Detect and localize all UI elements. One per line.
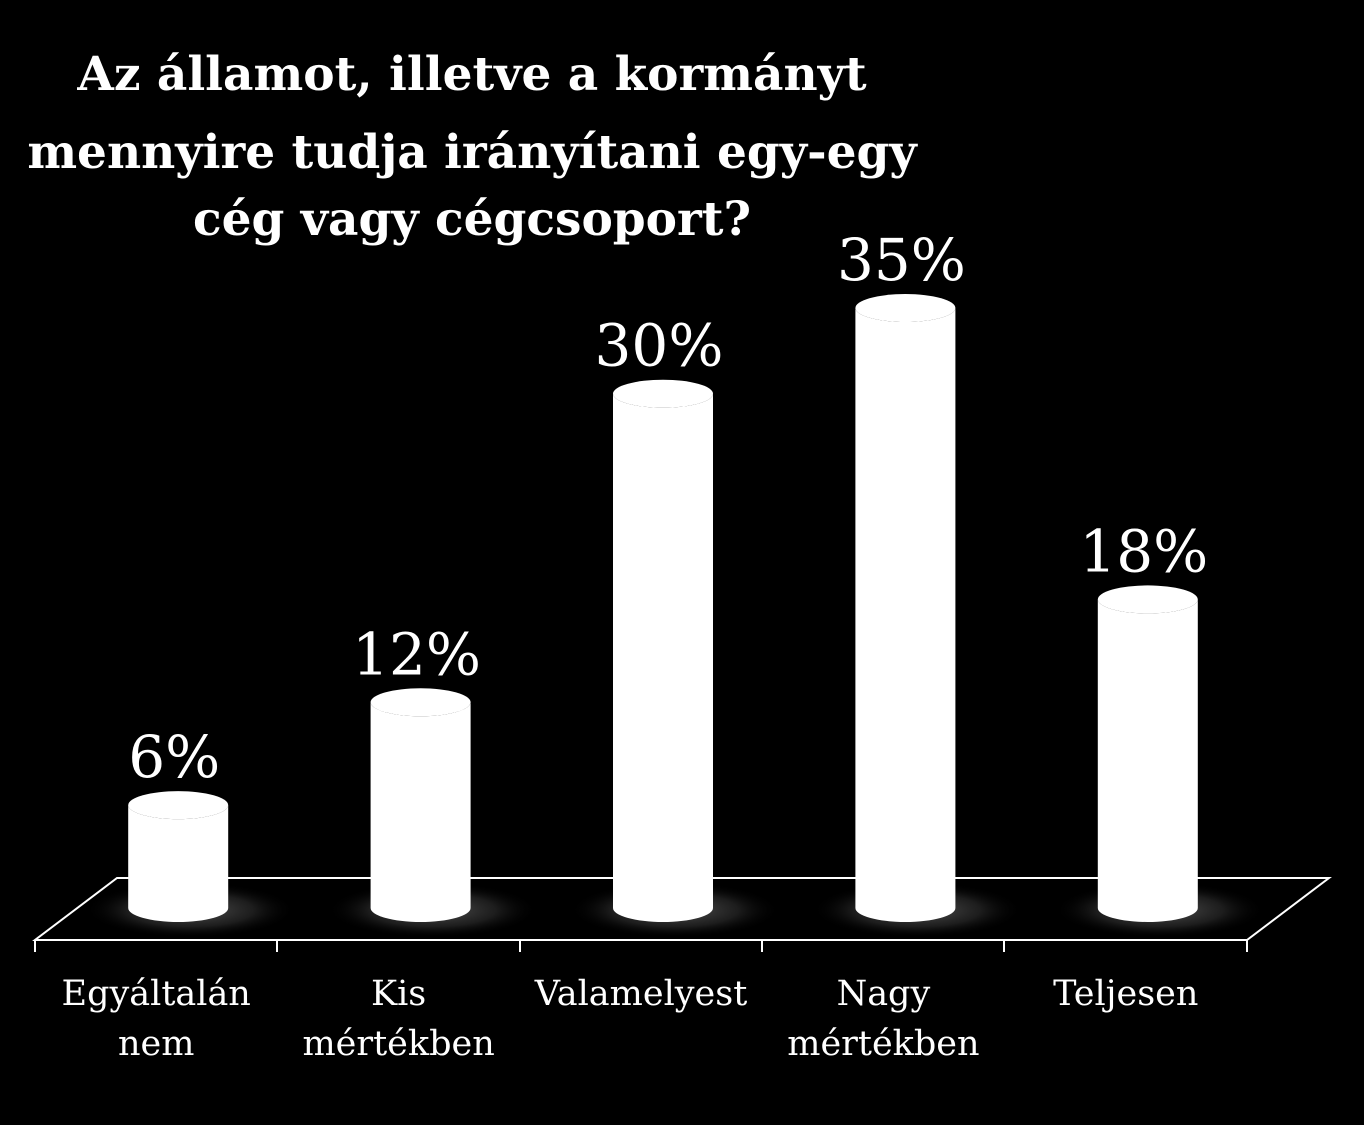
value-labels: 6% 12% 30% 35% 18% — [128, 226, 1208, 791]
bar-top — [370, 688, 471, 717]
category-label: Kis — [371, 974, 426, 1014]
bar-top — [855, 294, 956, 322]
category-label: mértékben — [302, 1024, 494, 1064]
chart-floor — [32, 877, 1332, 952]
bar — [128, 805, 229, 922]
bar — [613, 393, 713, 922]
category-label: Nagy — [837, 974, 931, 1014]
value-label: 18% — [1079, 517, 1208, 585]
category-label: mértékben — [787, 1024, 979, 1064]
chart-title-line: mennyire tudja irányítani egy-egy — [27, 125, 918, 180]
bar — [370, 702, 471, 922]
bar — [1097, 599, 1198, 923]
floor-outline — [32, 877, 1332, 941]
chart-bars — [85, 294, 1265, 938]
chart-title: Az államot, illetve a kormányt mennyire t… — [27, 47, 918, 247]
value-label: 35% — [837, 226, 966, 294]
bar-top — [613, 379, 713, 408]
chart-title-line: cég vagy cégcsoport? — [193, 192, 751, 247]
category-label: nem — [118, 1024, 194, 1064]
bar-top — [128, 791, 229, 820]
chart-title-line: Az államot, illetve a kormányt — [76, 47, 867, 102]
value-label: 6% — [128, 723, 220, 791]
category-label: Teljesen — [1053, 974, 1198, 1014]
category-label: Valamelyest — [534, 974, 748, 1014]
value-label: 12% — [352, 620, 481, 688]
bar-top — [1097, 585, 1198, 614]
category-label: Egyáltalán — [62, 974, 251, 1014]
category-labels: Egyáltalán nem Kis mértékben Valamelyest Nagy… — [62, 974, 1199, 1064]
value-label: 30% — [595, 312, 724, 380]
bar — [855, 308, 956, 923]
